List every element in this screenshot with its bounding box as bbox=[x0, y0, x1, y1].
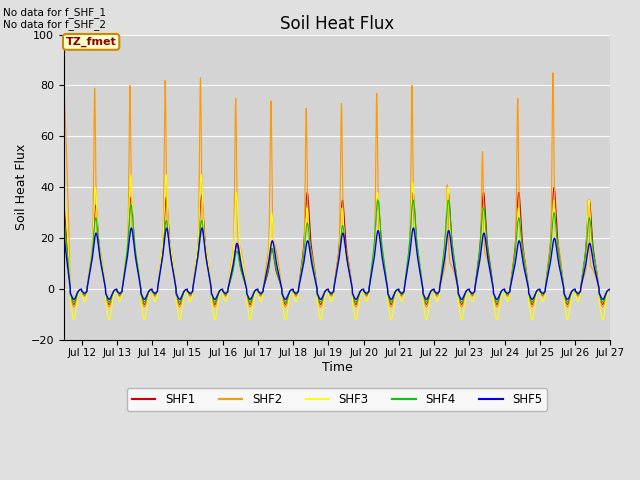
SHF3 bbox=[225, 282, 232, 288]
Line: SHF4: SHF4 bbox=[64, 200, 611, 302]
SHF3 bbox=[60, 180, 68, 185]
SHF4 bbox=[452, 267, 460, 273]
SHF1 bbox=[60, 197, 68, 203]
SHF4 bbox=[509, 268, 516, 274]
SHF1 bbox=[550, 184, 558, 190]
SHF3 bbox=[205, 264, 212, 270]
Text: No data for f_SHF_2: No data for f_SHF_2 bbox=[3, 19, 106, 30]
SHF2 bbox=[549, 70, 557, 76]
SHF1 bbox=[559, 278, 567, 284]
SHF5 bbox=[205, 270, 212, 276]
Text: No data for f_SHF_1: No data for f_SHF_1 bbox=[3, 7, 106, 18]
SHF1 bbox=[225, 284, 232, 290]
SHF4 bbox=[60, 210, 68, 216]
Y-axis label: Soil Heat Flux: Soil Heat Flux bbox=[15, 144, 28, 230]
SHF1 bbox=[452, 267, 460, 273]
SHF5 bbox=[509, 273, 516, 278]
SHF5 bbox=[127, 225, 135, 231]
SHF1 bbox=[607, 289, 614, 295]
SHF3 bbox=[509, 269, 516, 275]
Line: SHF5: SHF5 bbox=[64, 228, 611, 300]
SHF1 bbox=[422, 301, 430, 307]
SHF2 bbox=[509, 264, 516, 270]
SHF2 bbox=[559, 277, 567, 283]
Line: SHF2: SHF2 bbox=[64, 73, 611, 307]
SHF4 bbox=[422, 299, 430, 305]
SHF5 bbox=[422, 297, 430, 302]
SHF3 bbox=[452, 269, 460, 275]
SHF2 bbox=[452, 276, 460, 281]
SHF5 bbox=[60, 230, 68, 236]
SHF3 bbox=[559, 280, 567, 286]
Line: SHF3: SHF3 bbox=[64, 175, 611, 320]
SHF3 bbox=[127, 172, 134, 178]
SHF4 bbox=[374, 197, 381, 203]
SHF3 bbox=[607, 291, 614, 297]
SHF2 bbox=[225, 282, 232, 288]
SHF5 bbox=[102, 285, 109, 291]
SHF2 bbox=[60, 85, 68, 91]
SHF1 bbox=[509, 264, 516, 270]
X-axis label: Time: Time bbox=[322, 360, 353, 373]
Title: Soil Heat Flux: Soil Heat Flux bbox=[280, 15, 394, 33]
Legend: SHF1, SHF2, SHF3, SHF4, SHF5: SHF1, SHF2, SHF3, SHF4, SHF5 bbox=[127, 388, 547, 410]
SHF1 bbox=[205, 265, 212, 271]
SHF5 bbox=[452, 273, 460, 278]
SHF5 bbox=[559, 281, 567, 287]
SHF4 bbox=[559, 279, 567, 285]
SHF2 bbox=[102, 285, 109, 290]
SHF4 bbox=[607, 288, 614, 294]
SHF2 bbox=[205, 263, 212, 268]
SHF5 bbox=[225, 283, 232, 289]
SHF2 bbox=[607, 289, 614, 295]
SHF5 bbox=[607, 288, 614, 294]
SHF3 bbox=[422, 317, 430, 323]
SHF1 bbox=[102, 285, 109, 290]
SHF3 bbox=[102, 285, 109, 290]
SHF4 bbox=[225, 285, 232, 290]
SHF4 bbox=[205, 269, 212, 275]
Line: SHF1: SHF1 bbox=[64, 187, 611, 304]
SHF2 bbox=[422, 304, 430, 310]
Text: TZ_fmet: TZ_fmet bbox=[66, 37, 116, 47]
SHF4 bbox=[102, 285, 109, 290]
